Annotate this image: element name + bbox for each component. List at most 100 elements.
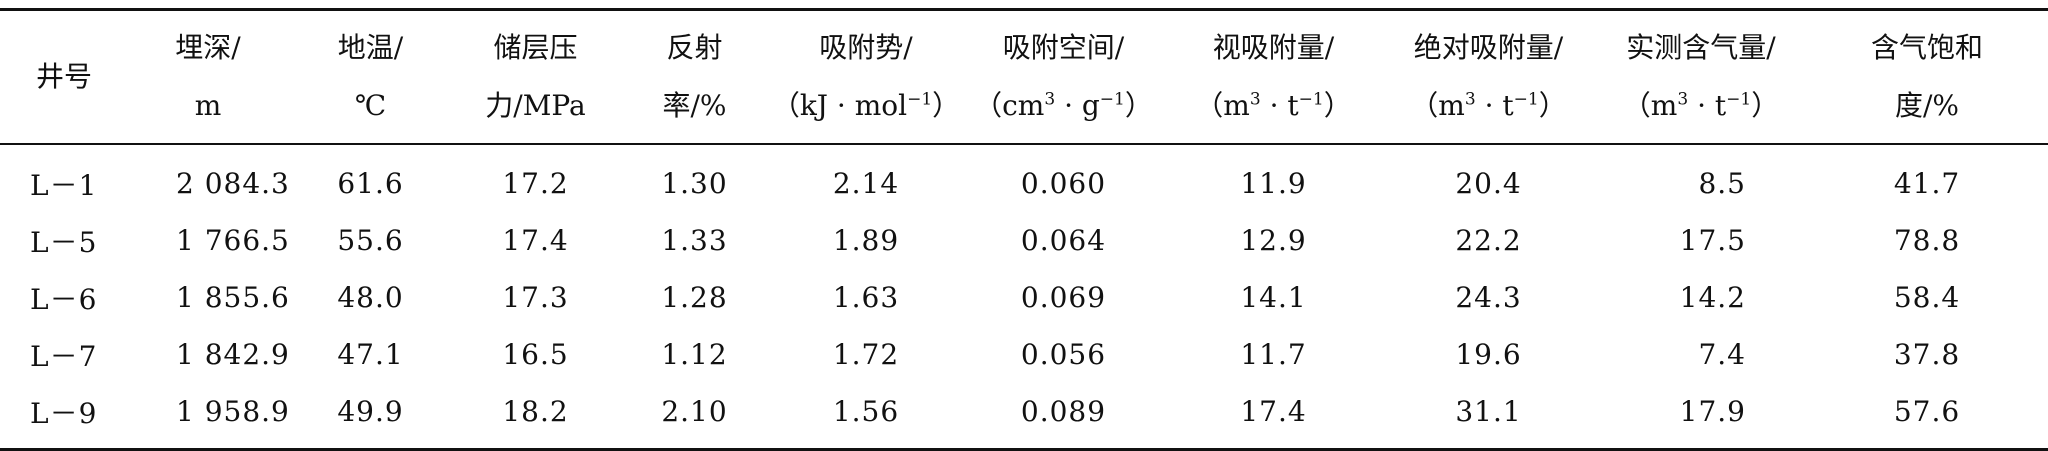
cell-absolute-adsorption: 20.4 — [1455, 167, 1522, 200]
data-table: 井号 埋深/ m 地温/ ℃ 储层压 力/MPa 反射 率/% — [0, 8, 2048, 451]
unit-sup: 3 — [1044, 89, 1056, 110]
cell-adsorption-space: 0.056 — [1020, 338, 1107, 371]
cell-pressure: 18.2 — [453, 383, 618, 451]
table-body: L－1 2 084.3 61.6 17.2 1.30 2.14 0.060 11… — [0, 144, 2048, 451]
cell-gas-saturation: 58.4 — [1893, 281, 1961, 314]
unit-sup: −1 — [1513, 89, 1539, 110]
cell-temperature: 48.0 — [337, 281, 404, 314]
unit-text: （kJ · mol — [771, 89, 908, 122]
header-pressure: 储层压 力/MPa — [453, 8, 618, 145]
header-line2: 力/MPa — [485, 89, 586, 122]
table-row: L－7 1 842.9 47.1 16.5 1.12 1.72 0.056 11… — [0, 326, 2048, 383]
unit-sup: −1 — [1726, 89, 1752, 110]
cell-absolute-adsorption: 19.6 — [1455, 338, 1522, 371]
cell-adsorption-potential: 1.56 — [771, 383, 961, 451]
cell-absolute-adsorption: 31.1 — [1381, 383, 1596, 451]
header-absolute-adsorption: 绝对吸附量/ （m3 · t−1） — [1381, 8, 1596, 145]
cell-well-no: L－5 — [30, 225, 98, 259]
table-row: L－6 1 855.6 48.0 17.3 1.28 1.63 0.069 14… — [0, 269, 2048, 326]
cell-temperature: 61.6 — [337, 167, 404, 200]
cell-temperature: 55.6 — [337, 224, 404, 257]
unit-text: · g — [1055, 89, 1100, 122]
header-line1: 实测含气量/ — [1626, 31, 1776, 64]
table-row: L－1 2 084.3 61.6 17.2 1.30 2.14 0.060 11… — [0, 144, 2048, 212]
header-line1: 吸附势/ — [819, 31, 913, 64]
cell-pressure: 17.4 — [502, 224, 569, 257]
cell-adsorption-space: 0.064 — [1020, 224, 1107, 257]
cell-well-no: L－9 — [0, 383, 128, 451]
unit-text: ） — [1323, 89, 1352, 122]
header-depth: 埋深/ m — [128, 8, 288, 145]
cell-absolute-adsorption: 24.3 — [1455, 281, 1522, 314]
cell-reflectance: 1.28 — [661, 281, 728, 314]
header-line1: 视吸附量/ — [1212, 31, 1335, 64]
cell-apparent-adsorption: 11.7 — [1240, 338, 1307, 371]
unit-text: （m — [1622, 89, 1678, 122]
cell-gas-saturation: 37.8 — [1893, 338, 1961, 371]
unit-sup: 3 — [1677, 89, 1689, 110]
header-line1: 埋深/ — [175, 31, 241, 64]
cell-absolute-adsorption: 22.2 — [1455, 224, 1522, 257]
cell-adsorption-space: 0.069 — [1020, 281, 1107, 314]
cell-apparent-adsorption: 14.1 — [1240, 281, 1307, 314]
cell-reflectance: 2.10 — [618, 383, 771, 451]
cell-depth: 1 958.9 — [128, 383, 289, 451]
header-line1: 吸附空间/ — [1002, 31, 1125, 64]
cell-apparent-adsorption: 11.9 — [1240, 167, 1307, 200]
header-line2: （m3 · t−1） — [1381, 77, 1596, 135]
unit-sup: −1 — [1099, 89, 1125, 110]
unit-text: （m — [1195, 89, 1250, 122]
header-line2: ℃ — [354, 89, 387, 122]
cell-pressure: 16.5 — [502, 338, 569, 371]
cell-well-no: L－7 — [30, 339, 98, 373]
header-adsorption-potential: 吸附势/ （kJ · mol−1） — [771, 8, 961, 145]
cell-adsorption-potential: 1.63 — [832, 281, 900, 314]
header-row: 井号 埋深/ m 地温/ ℃ 储层压 力/MPa 反射 率/% — [0, 8, 2048, 145]
header-text: 井号 — [35, 60, 92, 93]
cell-adsorption-potential: 2.14 — [832, 167, 900, 200]
cell-depth: 1 855.6 — [176, 281, 290, 314]
unit-text: （cm — [974, 89, 1045, 122]
cell-apparent-adsorption: 17.4 — [1166, 383, 1381, 451]
header-line2: （m3 · t−1） — [1596, 77, 1806, 135]
cell-well-no: L－6 — [30, 282, 98, 316]
header-line2: 率/% — [662, 89, 727, 122]
unit-text: （m — [1410, 89, 1465, 122]
table-row: L－5 1 766.5 55.6 17.4 1.33 1.89 0.064 12… — [0, 212, 2048, 269]
cell-measured-gas: 14.2 — [1679, 281, 1746, 314]
cell-adsorption-potential: 1.89 — [832, 224, 900, 257]
header-temperature: 地温/ ℃ — [288, 8, 453, 145]
header-measured-gas: 实测含气量/ （m3 · t−1） — [1596, 8, 1806, 145]
cell-measured-gas: 7.4 — [1698, 338, 1746, 371]
header-line2: （cm3 · g−1） — [961, 77, 1166, 135]
header-gas-saturation: 含气饱和 度/% — [1806, 8, 2048, 145]
cell-well-no: L－1 — [30, 168, 98, 202]
cell-adsorption-space: 0.089 — [961, 383, 1166, 451]
cell-temperature: 47.1 — [337, 338, 404, 371]
header-apparent-adsorption: 视吸附量/ （m3 · t−1） — [1166, 8, 1381, 145]
header-line1: 地温/ — [337, 31, 404, 64]
cell-adsorption-potential: 1.72 — [832, 338, 900, 371]
cell-depth: 1 842.9 — [176, 338, 290, 371]
cell-reflectance: 1.33 — [661, 224, 728, 257]
header-line1: 绝对吸附量/ — [1413, 31, 1564, 64]
cell-depth: 1 766.5 — [176, 224, 290, 257]
cell-reflectance: 1.12 — [661, 338, 728, 371]
header-line1: 含气饱和 — [1870, 31, 1983, 64]
unit-text: ） — [1538, 89, 1567, 122]
unit-text: ） — [1751, 89, 1780, 122]
unit-text: ） — [1124, 89, 1153, 122]
header-well-no: 井号 — [0, 8, 128, 145]
table-row: L－9 1 958.9 49.9 18.2 2.10 1.56 0.089 17… — [0, 383, 2048, 451]
header-reflectance: 反射 率/% — [618, 8, 771, 145]
unit-text: · t — [1260, 89, 1299, 122]
cell-pressure: 17.3 — [502, 281, 569, 314]
cell-measured-gas: 17.9 — [1596, 383, 1806, 451]
cell-gas-saturation: 57.6 — [1806, 383, 2048, 451]
header-line2: 度/% — [1894, 89, 1960, 122]
cell-depth: 2 084.3 — [176, 167, 290, 200]
unit-text: · t — [1475, 89, 1514, 122]
table-header: 井号 埋深/ m 地温/ ℃ 储层压 力/MPa 反射 率/% — [0, 8, 2048, 145]
header-line1: 储层压 — [493, 31, 578, 64]
header-line1: 反射 — [666, 31, 723, 64]
